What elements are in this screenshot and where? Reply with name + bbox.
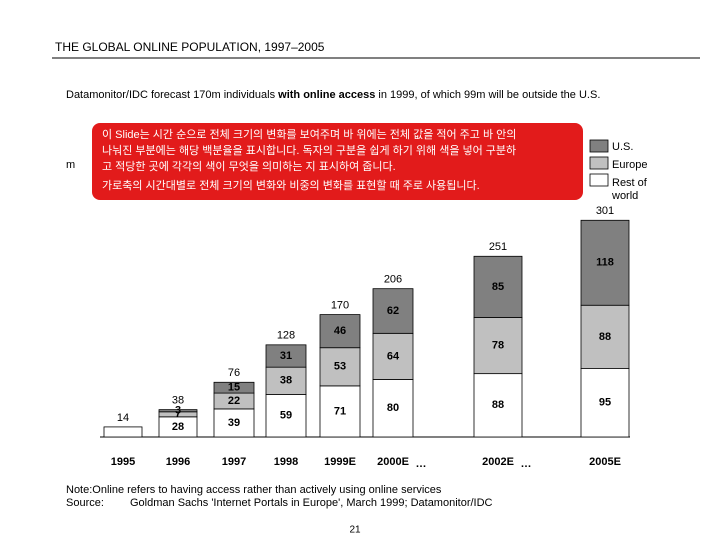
bar-segment [473,317,523,375]
callout-line: 이 Slide는 시간 순으로 전체 크기의 변화를 보여주며 바 위에는 전체… [102,128,516,141]
bar-segment [372,378,414,438]
x-tick-label: 2005E [589,456,621,468]
segment-label: 39 [228,417,240,429]
callout-line: 고 적당한 곳에 각각의 색이 무엇을 의미하는 지 표시하여 줍니다. [102,159,396,173]
bar-segment [265,344,307,368]
unit-label: m [66,159,75,171]
legend-swatch [589,156,609,170]
bar-segment [319,347,361,387]
x-tick-label: 1996 [166,456,190,468]
total-label: 301 [596,205,614,217]
bar-segment [213,408,255,438]
segment-label: 71 [334,405,346,417]
segment-label: 53 [334,361,346,373]
segment-label: 59 [280,410,292,422]
subtitle: Datamonitor/IDC forecast 170m individual… [66,89,600,101]
bar-segment [265,394,307,438]
x-tick-label: 1995 [111,456,135,468]
callout-box [92,123,583,200]
bar-segment [580,219,630,306]
segment-label: 118 [596,257,614,269]
segment-label: 85 [492,281,504,293]
legend-swatch [589,139,609,153]
legend-label: Rest of world [611,177,648,202]
callout-line: 가로축의 시간대별로 전체 크기의 변화와 비중의 변화를 표현할 때 주로 사… [102,179,480,192]
ellipsis: … [416,458,427,470]
segment-label: 88 [492,399,504,411]
total-label: 251 [489,241,507,253]
segment-label: 64 [387,350,400,362]
legend-label: Europe [612,159,647,171]
subtitle-part: in 1999, of which 99m will be outside th… [375,89,600,101]
segment-label: 88 [599,331,611,343]
segment-label: 22 [228,395,240,407]
segment-label: 15 [228,382,240,394]
callout-line: 나눠진 부분에는 해당 백분율을 표시합니다. 독자의 구분을 쉽게 하기 위해… [102,143,516,157]
bar-segment [213,381,255,394]
segment-label: 7 [175,408,181,420]
segment-label: 62 [387,305,399,317]
source: Goldman Sachs 'Internet Portals in Europ… [130,497,493,509]
legend-swatch [589,173,609,187]
x-tick-label: 1999E [324,456,356,468]
segment-label: 31 [280,350,292,362]
bar-segment [103,426,143,438]
x-tick-label: 1997 [222,456,246,468]
ellipsis: … [521,458,532,470]
bar-segment [473,373,523,438]
title: THE GLOBAL ONLINE POPULATION, 1997–2005 [55,40,325,54]
note: Note:Online refers to having access rath… [66,484,442,496]
total-label: 170 [331,300,349,312]
bar-segment [372,332,414,380]
bar-segment [473,255,523,318]
total-label: 38 [172,395,184,407]
x-tick-label: 2002E [482,456,514,468]
bar-segment [580,304,630,369]
segment-label: 46 [334,325,346,337]
bar-segment [580,368,630,438]
total-label: 14 [117,412,129,424]
segment-label: 3 [175,405,181,417]
x-tick-label: 2000E [377,456,409,468]
subtitle-bold: with online access [277,89,375,101]
segment-label: 95 [599,397,611,409]
legend-label: U.S. [612,141,633,153]
segment-label: 80 [387,402,399,414]
segment-label: 28 [172,421,184,433]
bar-segment [319,314,361,349]
subtitle-part: Datamonitor/IDC forecast 170m individual… [66,89,278,101]
total-label: 128 [277,330,295,342]
x-tick-label: 1998 [274,456,298,468]
bar-segment [319,385,361,438]
total-label: 76 [228,367,240,379]
segment-label: 38 [280,375,292,387]
bar-segment [158,409,198,413]
bar-segment [265,366,307,395]
total-label: 206 [384,274,402,286]
bar-segment [372,288,414,334]
source-label: Source: [66,497,104,509]
page-number: 21 [349,525,361,536]
segment-label: 78 [492,339,504,351]
